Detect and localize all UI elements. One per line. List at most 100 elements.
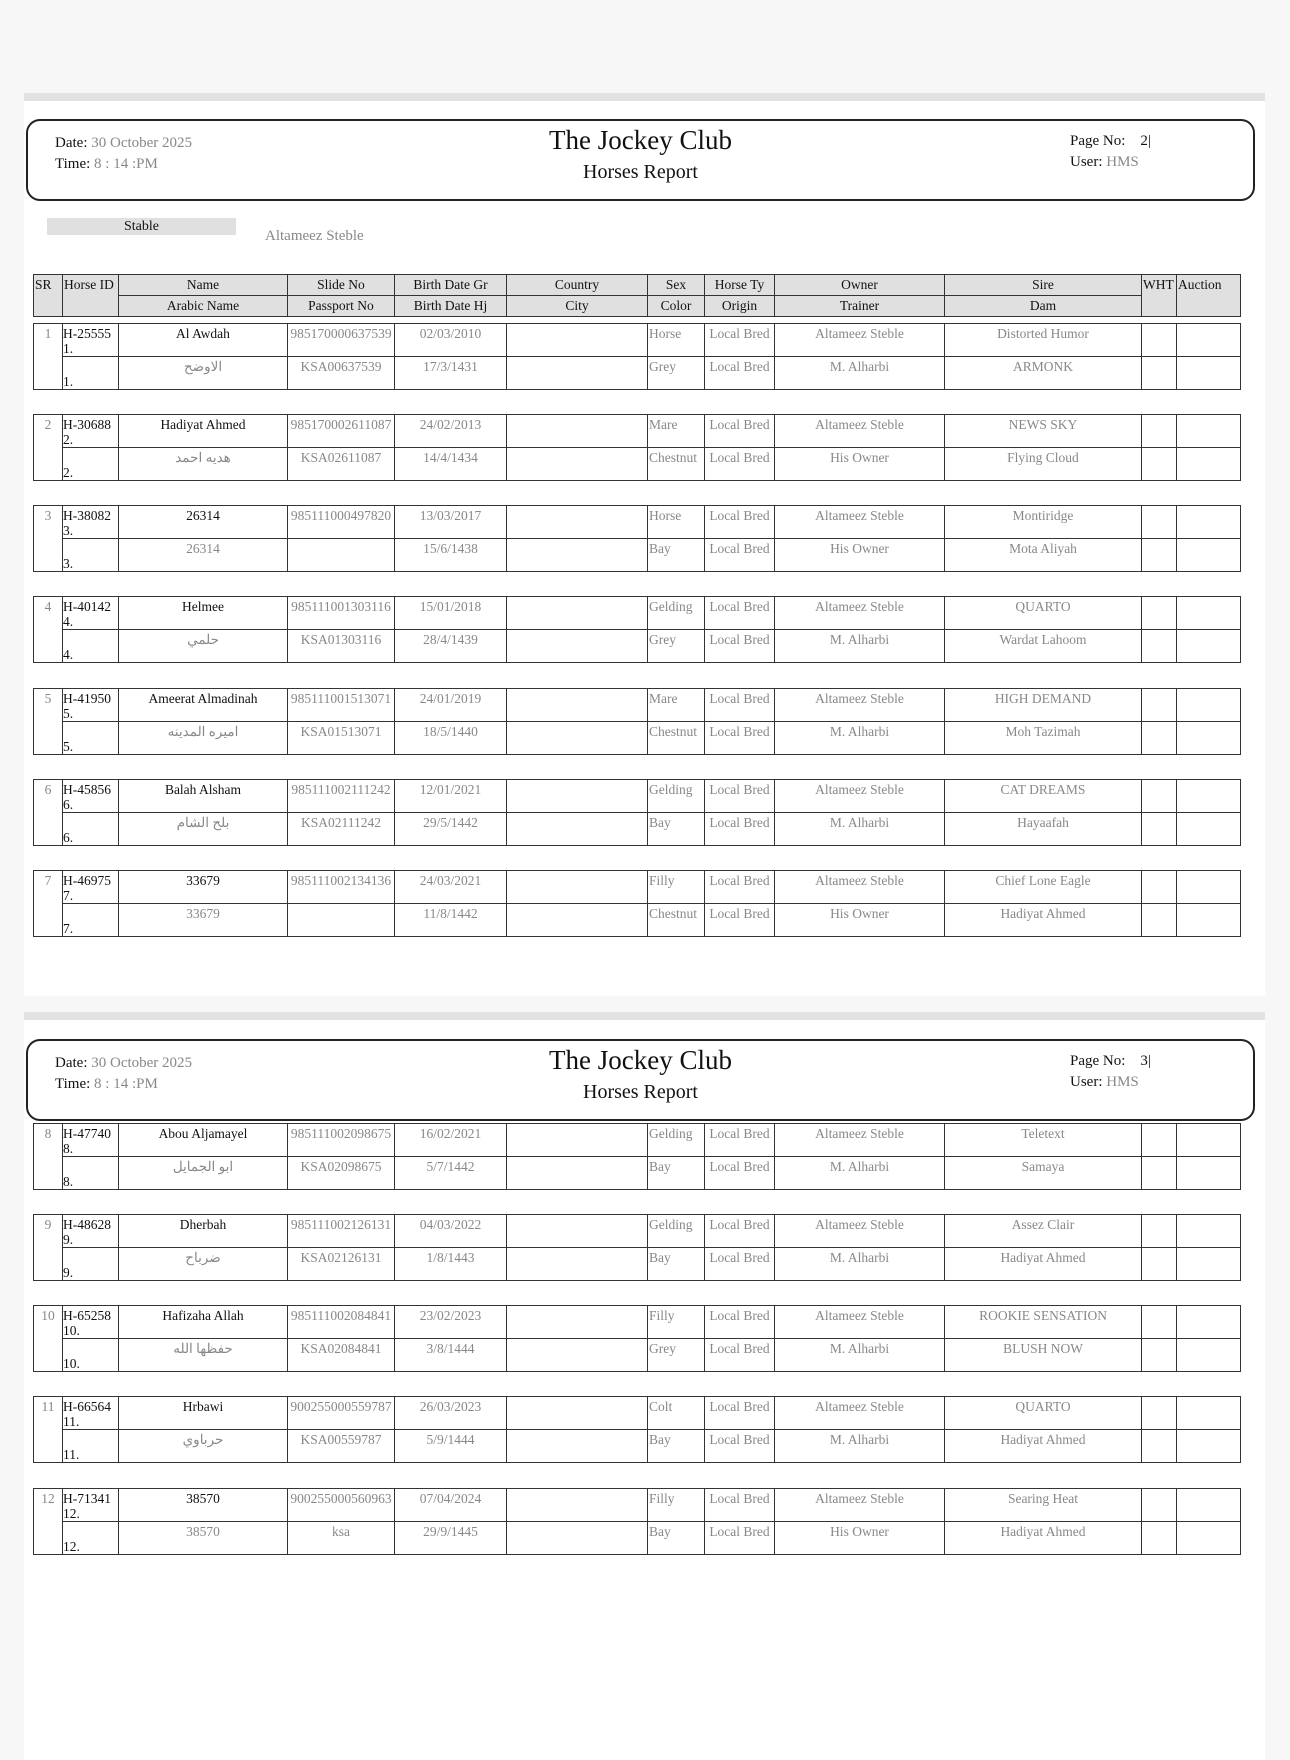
passport-no-cell: KSA00559787 (287, 1429, 395, 1463)
color-cell: Grey (647, 1338, 705, 1372)
auction-cell (1176, 538, 1241, 572)
sire-cell: Teletext (944, 1123, 1142, 1157)
birth-date-gr-cell: 24/01/2019 (394, 688, 507, 722)
color-cell: Chestnut (647, 721, 705, 755)
origin-cell: Local Bred (704, 447, 775, 481)
wht-cell (1141, 1521, 1177, 1555)
date-value: 30 October 2025 (91, 135, 193, 151)
trainer-cell: M. Alharbi (774, 1247, 945, 1281)
horse-id-cell: H-40142 4. (62, 596, 119, 630)
horse-record: 1 H-25555 1. Al Awdah 985170000637539 02/… (33, 323, 1241, 390)
arabic-name-cell: 38570 (118, 1521, 288, 1555)
country-cell (506, 505, 648, 539)
name-cell: Al Awdah (118, 323, 288, 357)
trainer-cell: M. Alharbi (774, 1156, 945, 1190)
owner-cell: Altameez Steble (774, 1396, 945, 1430)
auction-cell (1176, 1338, 1241, 1372)
auction-cell (1176, 870, 1241, 904)
wht-cell (1141, 903, 1177, 937)
trainer-cell: M. Alharbi (774, 1429, 945, 1463)
birth-date-gr-cell: 02/03/2010 (394, 323, 507, 357)
wht-cell (1141, 1305, 1177, 1339)
birth-date-gr-cell: 15/01/2018 (394, 596, 507, 630)
auction-cell (1176, 903, 1241, 937)
arabic-name-cell: حلمي (118, 629, 288, 663)
city-cell (506, 903, 648, 937)
slide-no-cell: 985111002134136 (287, 870, 395, 904)
sex-cell: Mare (647, 688, 705, 722)
column-header: Country (506, 274, 648, 296)
wht-cell (1141, 1214, 1177, 1248)
passport-no-cell: KSA02098675 (287, 1156, 395, 1190)
birth-date-gr-cell: 26/03/2023 (394, 1396, 507, 1430)
sex-cell: Filly (647, 870, 705, 904)
horse-id-cell: H-46975 7. (62, 870, 119, 904)
arabic-name-cell: اميره المدينه (118, 721, 288, 755)
page-number: Page No: 2| (1070, 133, 1151, 149)
passport-no-cell: KSA00637539 (287, 356, 395, 390)
sr-cell: 5 (33, 688, 63, 755)
column-header: Trainer (774, 295, 945, 317)
name-cell: Dherbah (118, 1214, 288, 1248)
column-header: Sire (944, 274, 1142, 296)
birth-date-hj-cell: 5/9/1444 (394, 1429, 507, 1463)
origin-cell: Local Bred (704, 721, 775, 755)
trainer-cell: M. Alharbi (774, 356, 945, 390)
passport-no-cell (287, 903, 395, 937)
time-field: Time: 8 : 14 :PM (55, 156, 158, 172)
sire-cell: Montiridge (944, 505, 1142, 539)
birth-date-hj-cell: 28/4/1439 (394, 629, 507, 663)
arabic-name-cell: حفظها الله (118, 1338, 288, 1372)
city-cell (506, 356, 648, 390)
trainer-cell: His Owner (774, 447, 945, 481)
sire-cell: NEWS SKY (944, 414, 1142, 448)
color-cell: Chestnut (647, 447, 705, 481)
birth-date-hj-cell: 18/5/1440 (394, 721, 507, 755)
wht-cell (1141, 1488, 1177, 1522)
name-cell: Balah Alsham (118, 779, 288, 813)
wht-cell (1141, 505, 1177, 539)
city-cell (506, 538, 648, 572)
horse-id-cell: 3. (62, 538, 119, 572)
sex-cell: Horse (647, 505, 705, 539)
city-cell (506, 447, 648, 481)
wht-cell (1141, 721, 1177, 755)
sex-cell: Colt (647, 1396, 705, 1430)
horse-id-cell: H-65258 10. (62, 1305, 119, 1339)
column-header: Birth Date Gr (394, 274, 507, 296)
column-header: City (506, 295, 648, 317)
wht-cell (1141, 447, 1177, 481)
report-header: Date: 30 October 2025 Time: 8 : 14 :PM T… (26, 119, 1255, 201)
dam-cell: Hadiyat Ahmed (944, 903, 1142, 937)
origin-cell: Local Bred (704, 1521, 775, 1555)
horse-id-cell: 7. (62, 903, 119, 937)
origin-cell: Local Bred (704, 629, 775, 663)
column-header: Sex (647, 274, 705, 296)
sire-cell: Assez Clair (944, 1214, 1142, 1248)
sr-cell: 6 (33, 779, 63, 846)
trainer-cell: His Owner (774, 1521, 945, 1555)
birth-date-gr-cell: 24/03/2021 (394, 870, 507, 904)
owner-cell: Altameez Steble (774, 1488, 945, 1522)
city-cell (506, 721, 648, 755)
horse-type-cell: Local Bred (704, 323, 775, 357)
origin-cell: Local Bred (704, 812, 775, 846)
wht-cell (1141, 414, 1177, 448)
passport-no-cell: KSA01303116 (287, 629, 395, 663)
horse-record: 8 H-47740 8. Abou Aljamayel 9851110020986… (33, 1123, 1241, 1190)
auction-cell (1176, 1214, 1241, 1248)
country-cell (506, 414, 648, 448)
horse-id-cell: 10. (62, 1338, 119, 1372)
color-cell: Chestnut (647, 903, 705, 937)
birth-date-hj-cell: 1/8/1443 (394, 1247, 507, 1281)
name-cell: Hrbawi (118, 1396, 288, 1430)
horse-id-cell: 2. (62, 447, 119, 481)
birth-date-hj-cell: 5/7/1442 (394, 1156, 507, 1190)
column-header: WHT (1141, 274, 1177, 317)
sex-cell: Filly (647, 1488, 705, 1522)
column-header: Dam (944, 295, 1142, 317)
origin-cell: Local Bred (704, 1338, 775, 1372)
wht-cell (1141, 1429, 1177, 1463)
trainer-cell: M. Alharbi (774, 812, 945, 846)
passport-no-cell: ksa (287, 1521, 395, 1555)
